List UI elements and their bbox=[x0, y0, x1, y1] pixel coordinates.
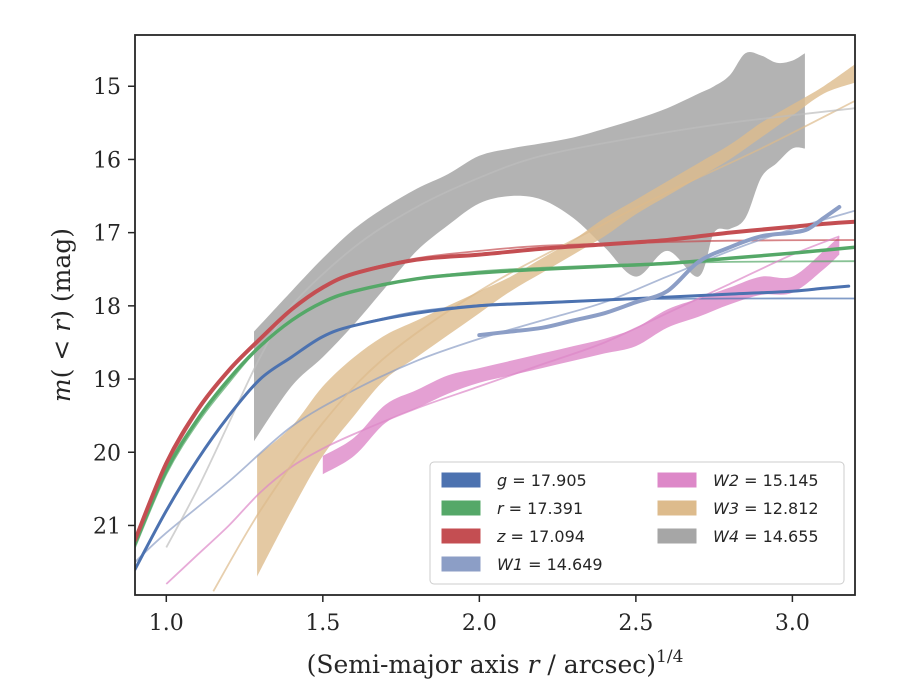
legend: g = 17.905 r = 17.391 z = 17.094 W1 = 14.64… bbox=[429, 461, 845, 585]
legend-swatch-z bbox=[441, 528, 481, 544]
observed-line-z bbox=[135, 219, 855, 543]
observed-line-r bbox=[135, 245, 855, 546]
x-axis-label-suffix: / arcsec) bbox=[539, 650, 656, 679]
y-axis-ticks: 15 16 17 18 19 20 21 bbox=[93, 75, 135, 539]
legend-swatch-g bbox=[441, 472, 481, 488]
y-axis-label-open: ( bbox=[47, 369, 76, 379]
y-axis-label-m: m bbox=[47, 378, 76, 402]
x-axis-label: (Semi-major axis r / arcsec)1/4 bbox=[307, 647, 684, 679]
model-curve-w1 bbox=[135, 209, 855, 563]
model-curve-w2 bbox=[165, 235, 840, 585]
x-tick-label: 1.0 bbox=[149, 611, 184, 636]
legend-label-w2: W2 = 15.145 bbox=[713, 471, 819, 490]
y-axis-label: m( < r) (mag) bbox=[47, 228, 76, 402]
model-curve-w3 bbox=[212, 100, 855, 592]
y-tick-label: 15 bbox=[93, 75, 121, 100]
y-axis-label-unit: (mag) bbox=[47, 228, 76, 310]
y-axis-label-lt: < bbox=[47, 332, 76, 369]
legend-label-w3: W3 = 12.812 bbox=[713, 499, 819, 518]
x-tick-label: 2.5 bbox=[618, 611, 653, 636]
band-w4 bbox=[254, 52, 805, 442]
y-tick-label: 18 bbox=[93, 295, 121, 320]
observed-line-layer bbox=[135, 205, 855, 571]
model-curve-w4 bbox=[165, 107, 855, 548]
legend-label-r: r = 17.391 bbox=[497, 499, 583, 518]
legend-swatch-w2 bbox=[657, 472, 697, 488]
x-tick-label: 1.5 bbox=[305, 611, 340, 636]
legend-swatch-w1 bbox=[441, 556, 481, 572]
y-axis-label-close: ) bbox=[47, 310, 76, 320]
legend-label-g: g = 17.905 bbox=[497, 471, 587, 490]
y-tick-label: 19 bbox=[93, 368, 121, 393]
legend-box bbox=[429, 461, 845, 585]
legend-label-w1: W1 = 14.649 bbox=[497, 555, 603, 574]
legend-swatch-r bbox=[441, 500, 481, 516]
plot-frame bbox=[134, 34, 856, 596]
legend-label-w4: W4 = 14.655 bbox=[713, 527, 819, 546]
legend-label-z: z = 17.094 bbox=[496, 527, 585, 546]
x-axis-label-power: 1/4 bbox=[656, 647, 683, 667]
x-axis-label-prefix: (Semi-major axis bbox=[307, 650, 528, 679]
x-axis-label-var: r bbox=[528, 650, 542, 679]
y-tick-label: 16 bbox=[93, 148, 121, 173]
y-tick-label: 20 bbox=[93, 441, 121, 466]
y-tick-label: 17 bbox=[93, 222, 121, 247]
observed-line-w1 bbox=[477, 205, 842, 338]
y-tick-label: 21 bbox=[93, 514, 121, 539]
x-tick-label: 3.0 bbox=[775, 611, 810, 636]
observed-line-g bbox=[135, 284, 851, 571]
legend-swatch-w4 bbox=[657, 528, 697, 544]
x-tick-label: 2.0 bbox=[462, 611, 497, 636]
x-axis-ticks: 1.0 1.5 2.0 2.5 3.0 bbox=[149, 595, 810, 636]
y-axis-label-r: r bbox=[47, 318, 76, 332]
legend-swatch-w3 bbox=[657, 500, 697, 516]
